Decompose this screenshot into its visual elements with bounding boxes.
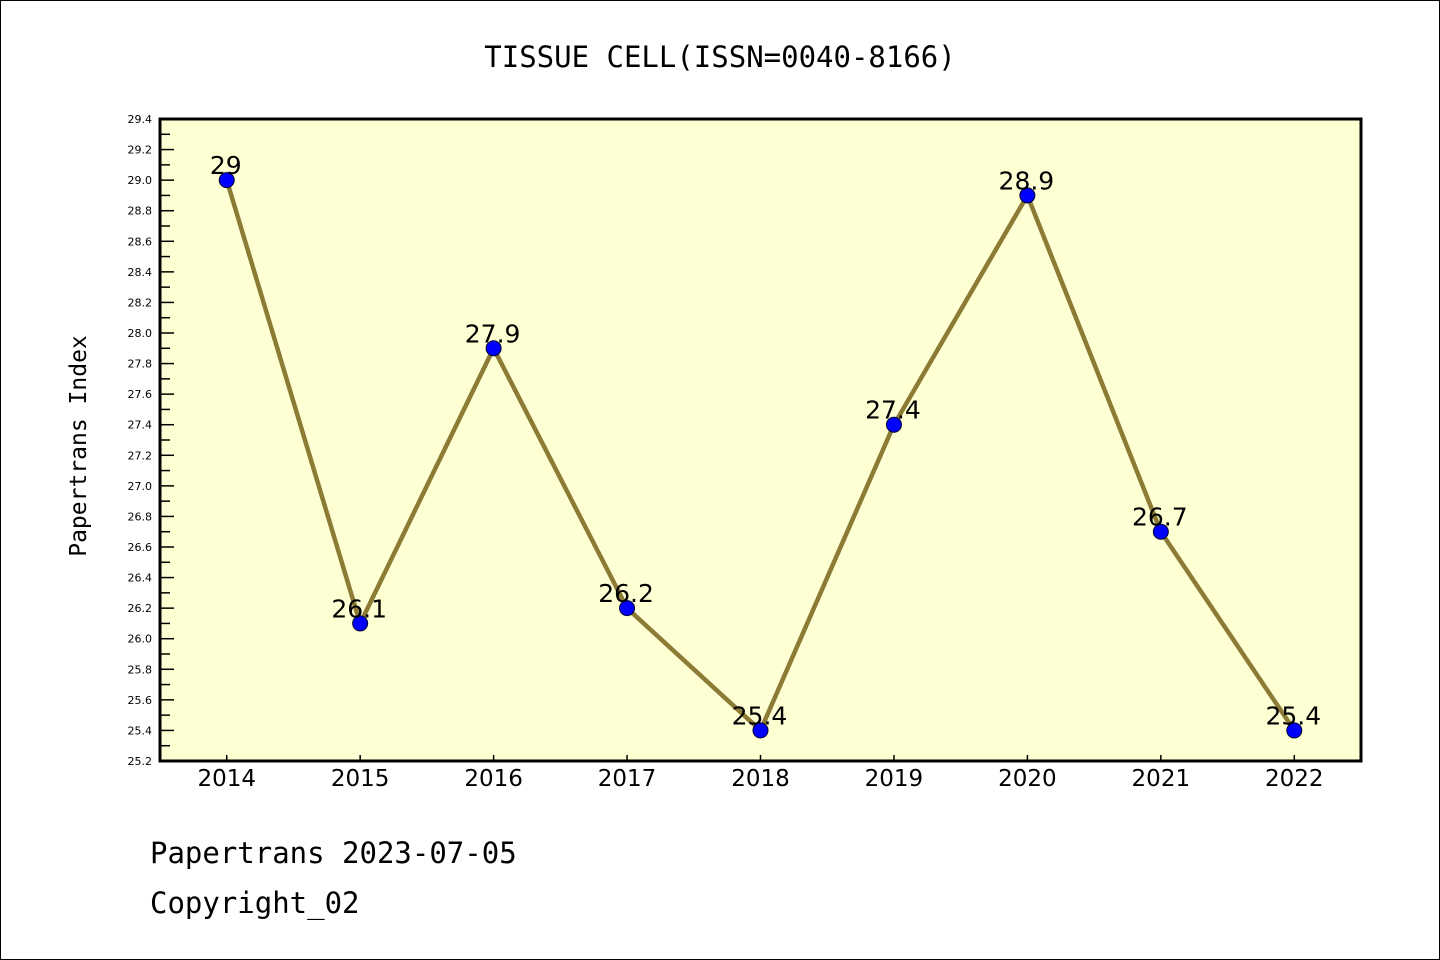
x-tick-label: 2017 bbox=[598, 766, 657, 792]
y-tick-label: 25.4 bbox=[128, 724, 153, 737]
data-label: 25.4 bbox=[732, 701, 788, 730]
y-tick-label: 26.8 bbox=[128, 510, 153, 523]
y-tick-label: 29.4 bbox=[128, 113, 153, 126]
y-tick-label: 28.6 bbox=[128, 235, 153, 248]
data-label: 26.2 bbox=[598, 579, 654, 608]
y-tick-label: 25.2 bbox=[128, 755, 153, 768]
data-point bbox=[1286, 722, 1303, 739]
data-label: 29 bbox=[210, 151, 242, 180]
chart-title: TISSUE CELL(ISSN=0040-8166) bbox=[484, 40, 955, 74]
y-tick-label: 28.8 bbox=[128, 205, 153, 218]
y-tick-label: 26.2 bbox=[128, 602, 153, 615]
data-point bbox=[1152, 523, 1169, 540]
y-tick-label: 28.4 bbox=[128, 266, 153, 279]
y-tick-label: 25.6 bbox=[128, 694, 153, 707]
x-tick-label: 2018 bbox=[731, 766, 790, 792]
x-tick-label: 2015 bbox=[331, 766, 390, 792]
x-tick-label: 2014 bbox=[197, 766, 256, 792]
y-tick-label: 26.4 bbox=[128, 572, 153, 585]
data-point bbox=[885, 416, 902, 433]
y-tick-label: 29.2 bbox=[128, 144, 153, 157]
data-point bbox=[619, 600, 636, 617]
x-tick-label: 2021 bbox=[1132, 766, 1191, 792]
data-point bbox=[485, 340, 502, 357]
y-axis-label: Papertrans Index bbox=[66, 335, 92, 557]
data-point bbox=[1019, 187, 1036, 204]
data-label: 26.7 bbox=[1132, 503, 1188, 532]
data-point bbox=[218, 172, 235, 189]
data-label: 26.1 bbox=[331, 594, 387, 623]
data-label: 25.4 bbox=[1265, 701, 1321, 730]
y-tick-label: 27.6 bbox=[128, 388, 153, 401]
x-tick-label: 2020 bbox=[998, 766, 1057, 792]
data-label: 27.4 bbox=[865, 396, 921, 425]
y-tick-label: 27.0 bbox=[128, 480, 153, 493]
y-tick-label: 26.0 bbox=[128, 633, 153, 646]
data-point bbox=[752, 722, 769, 739]
y-tick-label: 29.0 bbox=[128, 174, 153, 187]
plot-area bbox=[160, 119, 1361, 761]
plot-border bbox=[158, 117, 1363, 763]
footer-date: Papertrans 2023-07-05 bbox=[150, 836, 517, 870]
data-label: 28.9 bbox=[999, 166, 1055, 195]
y-tick-label: 28.0 bbox=[128, 327, 153, 340]
y-tick-label: 27.4 bbox=[128, 419, 153, 432]
y-tick-label: 27.8 bbox=[128, 358, 153, 371]
y-tick-label: 28.2 bbox=[128, 296, 153, 309]
y-tick-label: 26.6 bbox=[128, 541, 153, 554]
x-tick-label: 2019 bbox=[865, 766, 924, 792]
x-tick-label: 2022 bbox=[1265, 766, 1324, 792]
y-tick-label: 27.2 bbox=[128, 449, 153, 462]
data-point bbox=[352, 615, 369, 632]
data-label: 27.9 bbox=[465, 319, 521, 348]
y-tick-label: 25.8 bbox=[128, 663, 153, 676]
footer-copyright: Copyright_02 bbox=[150, 886, 360, 920]
x-tick-label: 2016 bbox=[464, 766, 523, 792]
